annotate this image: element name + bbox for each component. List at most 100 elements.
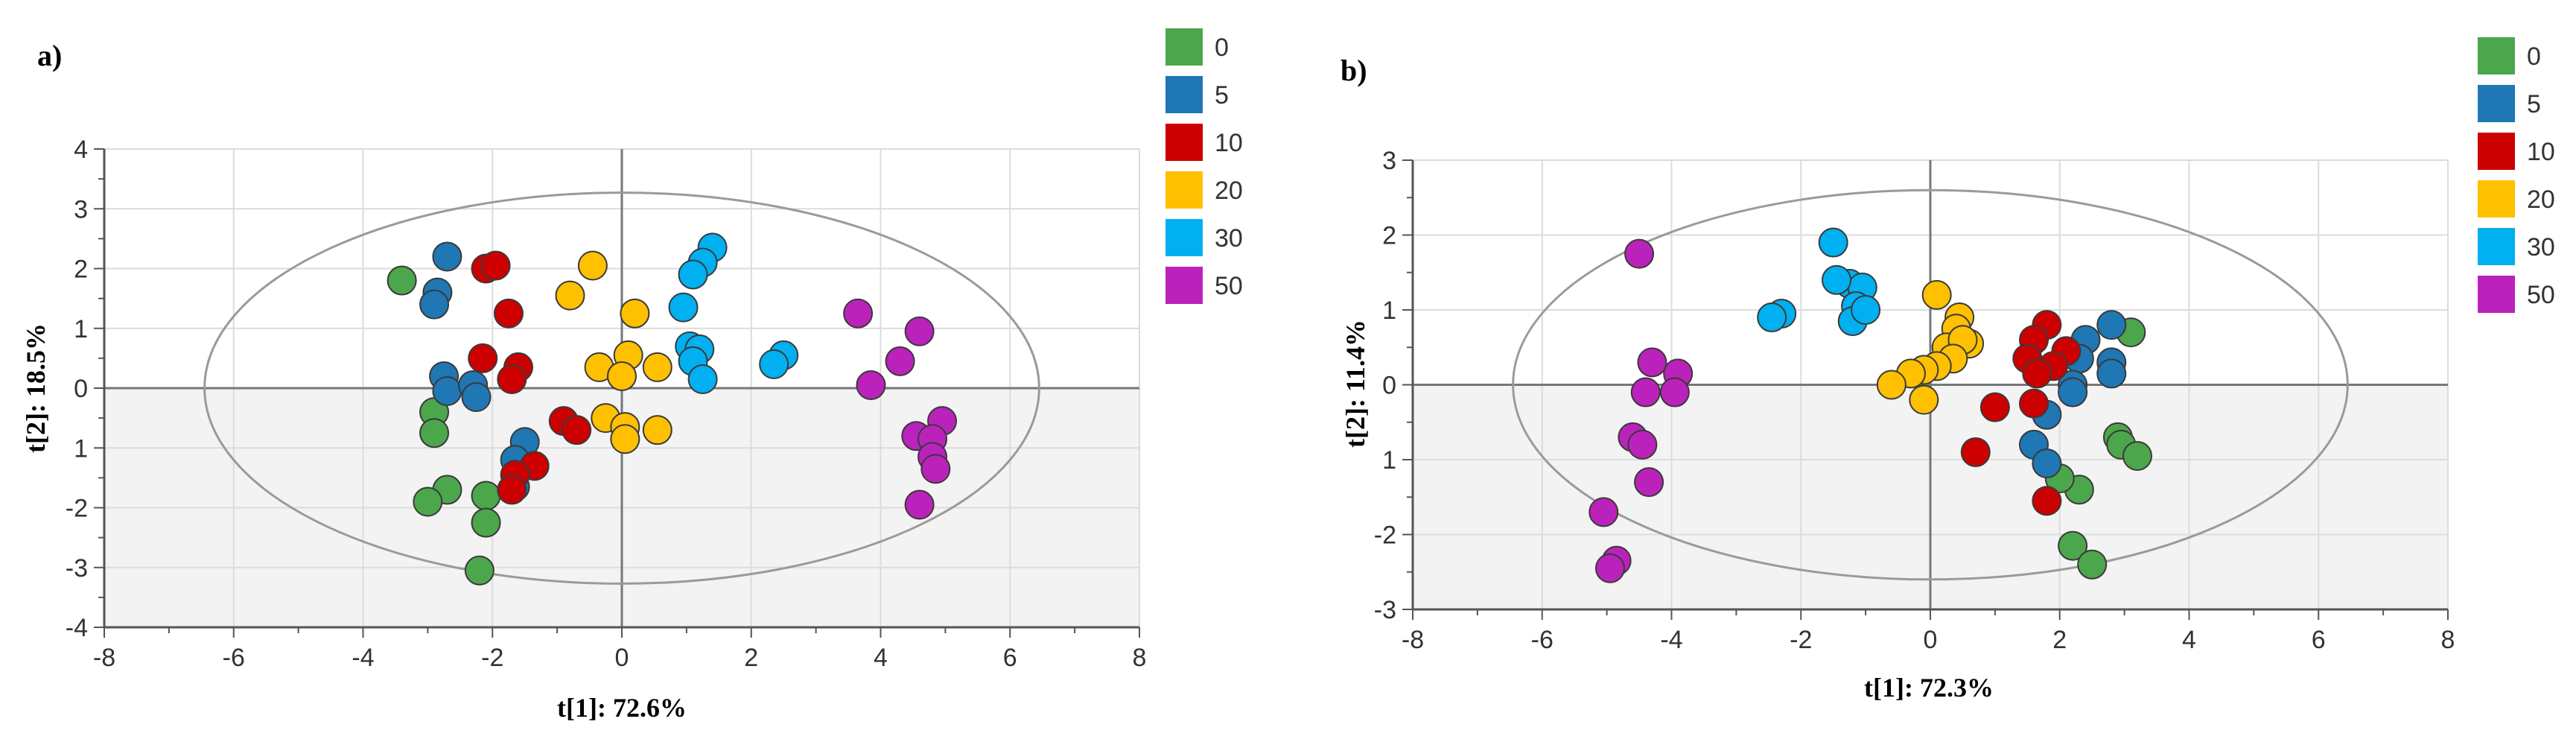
- data-point: [1637, 347, 1667, 378]
- series-50: [843, 298, 958, 520]
- data-point: [1634, 467, 1664, 498]
- x-tick-label: 6: [2312, 626, 2326, 654]
- y-tick-label: 1: [1382, 297, 1396, 325]
- legend-label: 0: [2527, 42, 2541, 71]
- data-point: [678, 259, 708, 290]
- data-point: [1921, 279, 1952, 310]
- data-point: [1757, 302, 1787, 333]
- y-tick-label: -4: [66, 614, 88, 642]
- series-30: [1757, 227, 1881, 337]
- legend-swatch: [2478, 228, 2515, 265]
- x-tick-label: -6: [223, 644, 245, 672]
- data-point: [493, 298, 524, 329]
- data-point: [1594, 553, 1625, 583]
- y-tick-label: 4: [74, 136, 88, 164]
- x-tick-label: -6: [1531, 626, 1553, 654]
- data-point: [610, 424, 640, 454]
- data-point: [2058, 377, 2088, 408]
- series-0: [387, 265, 501, 586]
- data-point: [497, 364, 527, 394]
- data-point: [904, 489, 935, 520]
- data-point: [1979, 392, 2010, 422]
- data-point: [419, 289, 450, 320]
- series-10: [468, 250, 592, 505]
- y-tick-label: 3: [74, 195, 88, 224]
- x-tick-label: 2: [2052, 626, 2067, 654]
- data-point: [642, 352, 672, 382]
- data-point: [2022, 358, 2052, 389]
- legend-swatch: [2478, 180, 2515, 218]
- data-point: [461, 382, 492, 413]
- data-point: [555, 280, 585, 311]
- x-tick-label: 6: [1003, 644, 1017, 672]
- legend-swatch: [1165, 76, 1203, 113]
- legend-label: 50: [2527, 281, 2555, 309]
- legend: 0 5 10 20 30 50: [2478, 37, 2555, 313]
- x-tick-label: 8: [2441, 626, 2455, 654]
- legend-swatch: [1165, 28, 1203, 66]
- legend-label: 10: [2527, 138, 2555, 166]
- y-tick-label: -3: [66, 554, 88, 583]
- panel-label: b): [1341, 54, 1367, 87]
- series-5: [2019, 310, 2127, 479]
- data-point: [2058, 530, 2088, 561]
- y-axis-title: t[2]: 18.5%: [21, 323, 51, 453]
- data-point: [904, 316, 935, 346]
- x-tick-label: 4: [2182, 626, 2196, 654]
- x-tick-label: -2: [481, 644, 503, 672]
- data-point: [2032, 448, 2062, 479]
- data-point: [2096, 310, 2127, 340]
- data-point: [1876, 370, 1906, 400]
- y-tick-label: 3: [1382, 147, 1396, 175]
- data-point: [1624, 238, 1655, 269]
- data-point: [471, 507, 501, 538]
- series-50: [1588, 238, 1694, 583]
- x-tick-label: -8: [1402, 626, 1424, 654]
- data-point: [471, 481, 501, 511]
- legend-label: 10: [1215, 129, 1243, 157]
- y-tick-label: 1: [74, 315, 88, 343]
- legend-swatch: [1165, 219, 1203, 256]
- legend-swatch: [2478, 85, 2515, 122]
- x-tick-label: -2: [1790, 626, 1812, 654]
- data-point: [1818, 227, 1848, 258]
- legend-label: 50: [1215, 272, 1243, 300]
- data-point: [387, 265, 417, 296]
- data-point: [2032, 486, 2062, 516]
- legend-label: 5: [2527, 90, 2541, 118]
- data-point: [759, 349, 789, 379]
- data-point: [497, 475, 527, 505]
- data-point: [920, 454, 951, 484]
- data-point: [480, 250, 511, 281]
- data-point: [1588, 497, 1619, 527]
- legend-swatch: [1165, 171, 1203, 209]
- data-point: [413, 486, 443, 517]
- data-point: [419, 418, 450, 448]
- data-point: [1630, 377, 1661, 408]
- legend: 0 5 10 20 30 50: [1165, 28, 1243, 304]
- data-point: [2077, 549, 2108, 580]
- data-point: [468, 343, 498, 373]
- data-point: [1627, 429, 1658, 460]
- x-axis-title: t[1]: 72.3%: [1864, 673, 1994, 703]
- y-tick-label: 2: [74, 256, 88, 284]
- series-30: [668, 232, 799, 394]
- y-tick-label: 1: [1382, 446, 1396, 475]
- data-point: [856, 370, 886, 400]
- legend-label: 20: [2527, 186, 2555, 214]
- series-20: [555, 250, 672, 454]
- x-tick-label: -8: [93, 644, 115, 672]
- data-point: [562, 415, 592, 446]
- x-tick-label: 0: [1924, 626, 1938, 654]
- data-point: [1659, 377, 1690, 408]
- x-tick-label: 4: [874, 644, 888, 672]
- x-tick-label: 8: [1133, 644, 1147, 672]
- x-tick-label: -4: [1660, 626, 1682, 654]
- series-5: [419, 241, 540, 502]
- legend-label: 20: [1215, 177, 1243, 205]
- legend-label: 0: [1215, 34, 1229, 62]
- legend-swatch: [2478, 133, 2515, 170]
- data-point: [1851, 295, 1881, 325]
